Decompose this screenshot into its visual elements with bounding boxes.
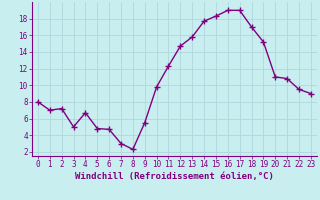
X-axis label: Windchill (Refroidissement éolien,°C): Windchill (Refroidissement éolien,°C) xyxy=(75,172,274,181)
